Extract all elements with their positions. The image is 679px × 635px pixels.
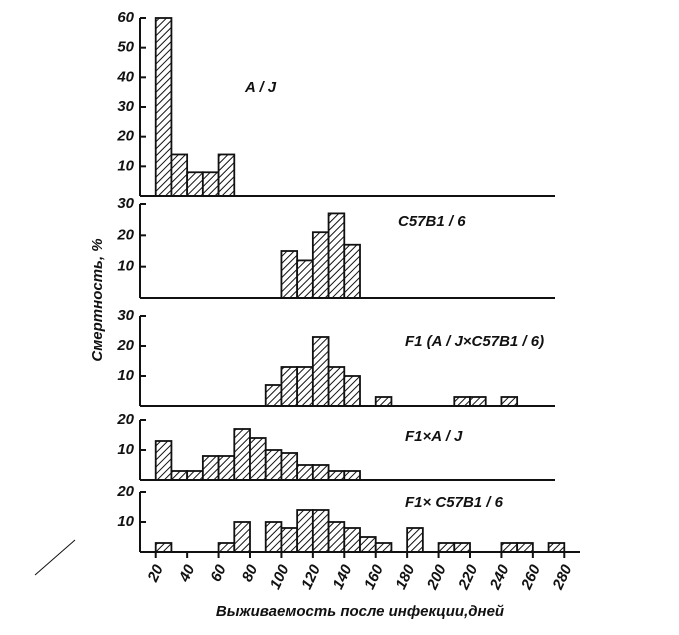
bar (296, 259, 314, 299)
bar (217, 455, 236, 481)
bar (201, 171, 220, 197)
y-tick-label: 10 (117, 367, 134, 384)
y-tick-label: 10 (117, 258, 134, 275)
bar (311, 336, 330, 407)
bar (296, 464, 314, 481)
x-tick-label: 240 (486, 562, 513, 593)
stray-mark (34, 539, 76, 576)
bar (343, 375, 361, 407)
bar (280, 527, 299, 553)
bar (359, 536, 377, 553)
bar (217, 153, 236, 197)
bar (264, 449, 283, 481)
bar (170, 153, 189, 197)
y-tick-label: 30 (117, 98, 134, 115)
y-tick-label: 60 (117, 9, 134, 26)
bar (233, 428, 251, 481)
x-tick-label: 160 (361, 562, 387, 592)
bar (327, 212, 346, 299)
bar (280, 452, 299, 481)
bar (343, 527, 361, 553)
bar (516, 542, 534, 553)
y-axis-label: Смертность, % (89, 238, 106, 361)
x-axis-label: Выживаемость после инфекции,дней (216, 603, 504, 620)
x-tick-label: 60 (207, 562, 230, 585)
bar (469, 396, 487, 407)
bar (233, 521, 251, 553)
y-tick-label: 10 (117, 513, 134, 530)
bar (500, 396, 519, 407)
bar (437, 542, 456, 553)
bar (186, 470, 204, 481)
y-tick-label: 10 (117, 157, 134, 174)
y-tick-label: 20 (116, 226, 134, 243)
bar (154, 542, 173, 553)
bar (374, 542, 393, 553)
y-tick-label: 10 (117, 441, 134, 458)
bar (311, 464, 330, 481)
bar (154, 440, 173, 481)
panel-label: F1 (A / J×C57B1 / 6) (405, 333, 544, 350)
bar (264, 521, 283, 553)
bar (406, 527, 424, 553)
bar (453, 396, 471, 407)
y-tick-label: 20 (116, 411, 134, 428)
bar (547, 542, 566, 553)
panel-label: C57B1 / 6 (398, 213, 466, 230)
y-tick-label: 30 (117, 195, 134, 212)
x-tick-label: 140 (330, 562, 356, 592)
x-tick-label: 180 (392, 562, 418, 592)
y-tick-label: 40 (116, 68, 134, 85)
y-tick-label: 50 (117, 39, 134, 56)
bar (374, 396, 393, 407)
bar (500, 542, 519, 553)
bar (343, 470, 361, 481)
bar (264, 384, 283, 407)
bar (311, 231, 330, 299)
bar (343, 243, 361, 299)
x-tick-label: 40 (175, 562, 198, 586)
bar (296, 509, 314, 553)
bar (201, 455, 220, 481)
y-tick-label: 20 (116, 483, 134, 500)
x-tick-label: 220 (455, 562, 482, 593)
y-tick-label: 30 (117, 307, 134, 324)
bar (327, 366, 346, 407)
panel-label: F1× C57B1 / 6 (405, 494, 504, 511)
y-tick-label: 20 (116, 337, 134, 354)
x-tick-label: 260 (518, 562, 545, 593)
bar (280, 250, 299, 299)
bar (327, 521, 346, 553)
x-tick-label: 120 (298, 562, 324, 592)
x-tick-label: 20 (144, 562, 167, 586)
bar (154, 17, 173, 197)
bar (186, 171, 204, 197)
bar (296, 366, 314, 407)
x-tick-label: 100 (267, 562, 293, 592)
bar (453, 542, 471, 553)
bar (327, 470, 346, 481)
x-tick-label: 80 (239, 562, 262, 585)
bar (170, 470, 189, 481)
x-tick-label: 200 (423, 562, 450, 593)
bar (311, 509, 330, 553)
bar (280, 366, 299, 407)
bar (217, 542, 236, 553)
x-tick-label: 280 (549, 562, 576, 593)
panel-label: F1×A / J (405, 428, 463, 445)
bar (249, 437, 267, 481)
panel-label: A / J (244, 79, 277, 96)
y-tick-label: 20 (116, 128, 134, 145)
